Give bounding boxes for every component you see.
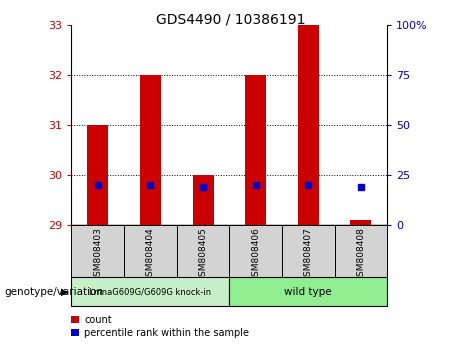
Bar (245, 75, 266, 225)
Bar (71, 225, 124, 278)
Bar (124, 225, 177, 278)
Bar (140, 75, 161, 225)
Text: LmnaG609G/G609G knock-in: LmnaG609G/G609G knock-in (89, 287, 212, 296)
Text: wild type: wild type (284, 287, 332, 297)
Bar (193, 175, 213, 225)
Legend: count, percentile rank within the sample: count, percentile rank within the sample (71, 315, 249, 338)
Bar (71, 277, 230, 306)
Text: GSM808406: GSM808406 (251, 227, 260, 282)
Bar (229, 225, 282, 278)
Text: GSM808407: GSM808407 (304, 227, 313, 282)
Bar (87, 125, 108, 225)
Bar (350, 220, 372, 225)
Text: genotype/variation: genotype/variation (5, 287, 104, 297)
Text: GSM808404: GSM808404 (146, 227, 155, 282)
Text: GSM808403: GSM808403 (93, 227, 102, 282)
Bar (298, 25, 319, 225)
Bar (335, 225, 387, 278)
Text: GSM808408: GSM808408 (356, 227, 366, 282)
Text: GDS4490 / 10386191: GDS4490 / 10386191 (156, 12, 305, 27)
Text: ▶: ▶ (61, 287, 68, 297)
Bar (282, 225, 335, 278)
Text: GSM808405: GSM808405 (199, 227, 207, 282)
Bar (177, 225, 229, 278)
Bar (229, 277, 387, 306)
